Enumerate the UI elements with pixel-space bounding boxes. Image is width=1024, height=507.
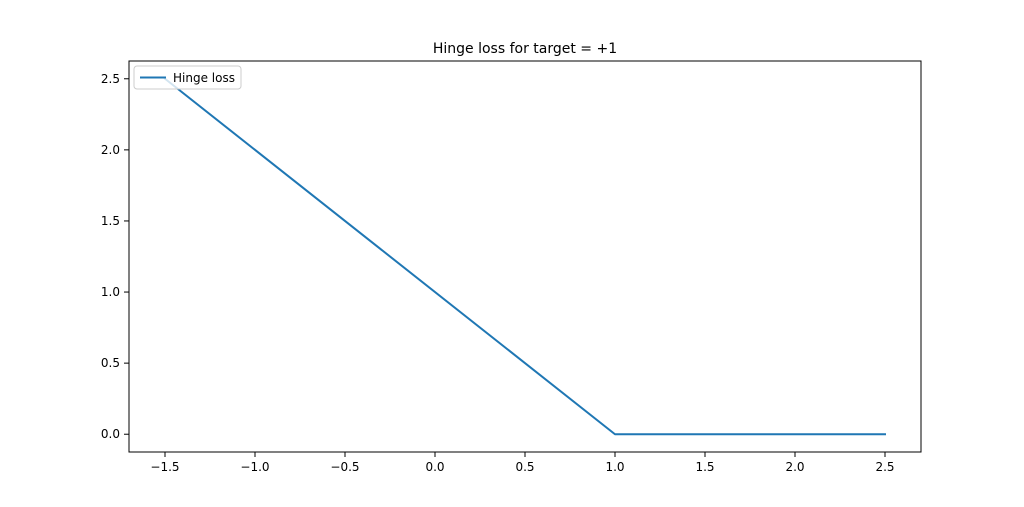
legend: Hinge loss (133, 65, 242, 90)
y-tick-label: 2.0 (101, 143, 120, 157)
x-tick-label: −1.5 (150, 460, 179, 474)
x-tick-label: 1.5 (695, 460, 714, 474)
x-tick-label: 0.5 (515, 460, 534, 474)
y-tick-label: 0.0 (101, 427, 120, 441)
legend-box (133, 65, 242, 90)
series-layer (163, 77, 886, 436)
x-axis: −1.5 −1.0 −0.5 0.0 0.5 1.0 1.5 2.0 2.5 (150, 452, 895, 474)
plot-frame (128, 60, 922, 453)
legend-label-hinge-loss: Hinge loss (173, 71, 235, 85)
y-tick-label: 0.5 (101, 356, 120, 370)
y-tick-label: 2.5 (101, 72, 120, 86)
x-tick-label: −0.5 (330, 460, 359, 474)
y-axis: 0.0 0.5 1.0 1.5 2.0 2.5 (101, 72, 129, 441)
x-tick-label: 1.0 (605, 460, 624, 474)
x-tick-label: −1.0 (240, 460, 269, 474)
x-tick-label: 2.5 (875, 460, 894, 474)
x-tick-label: 2.0 (785, 460, 804, 474)
chart-title: Hinge loss for target = +1 (433, 41, 617, 57)
x-tick-label: 0.0 (425, 460, 444, 474)
y-tick-label: 1.0 (101, 285, 120, 299)
y-tick-label: 1.5 (101, 214, 120, 228)
series-line-0 (163, 77, 886, 436)
